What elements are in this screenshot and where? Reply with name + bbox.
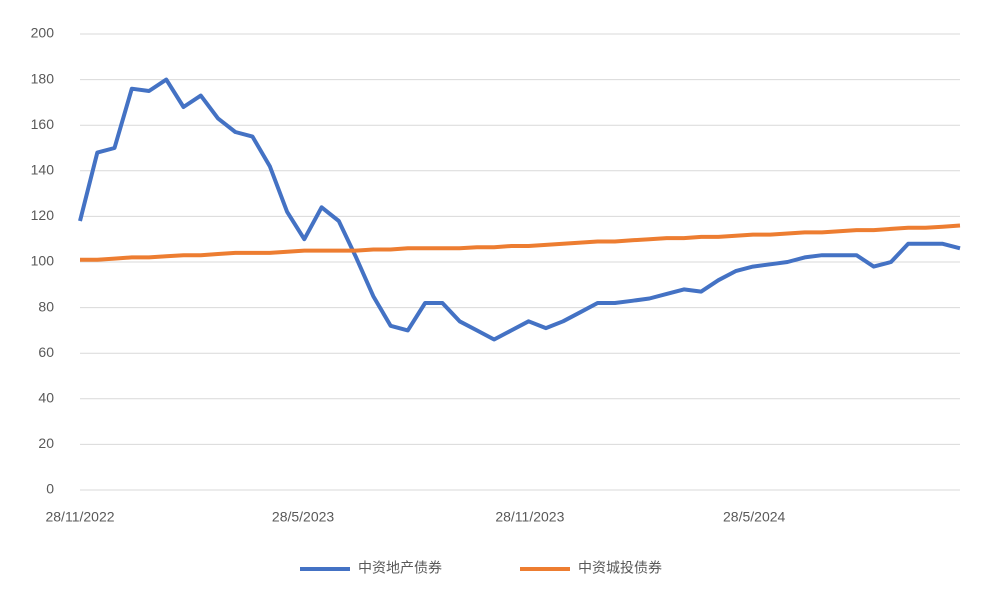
x-tick-label: 28/5/2024 xyxy=(723,509,785,525)
x-tick-label: 28/11/2023 xyxy=(495,509,564,525)
y-tick-label: 160 xyxy=(31,116,55,132)
y-tick-label: 40 xyxy=(38,390,54,406)
y-tick-label: 140 xyxy=(31,162,55,178)
y-tick-label: 200 xyxy=(31,25,55,41)
y-tick-label: 180 xyxy=(31,70,55,86)
y-tick-label: 20 xyxy=(38,435,54,451)
y-tick-label: 0 xyxy=(46,481,54,497)
y-tick-label: 80 xyxy=(38,298,54,314)
legend-label: 中资地产债券 xyxy=(358,560,442,576)
legend-label: 中资城投债券 xyxy=(578,560,662,576)
x-tick-label: 28/5/2023 xyxy=(272,509,334,525)
x-tick-label: 28/11/2022 xyxy=(45,509,114,525)
y-tick-label: 100 xyxy=(31,253,55,269)
data-line xyxy=(78,77,961,342)
y-tick-label: 60 xyxy=(38,344,54,360)
data-line xyxy=(80,223,961,262)
y-tick-label: 120 xyxy=(31,207,55,223)
